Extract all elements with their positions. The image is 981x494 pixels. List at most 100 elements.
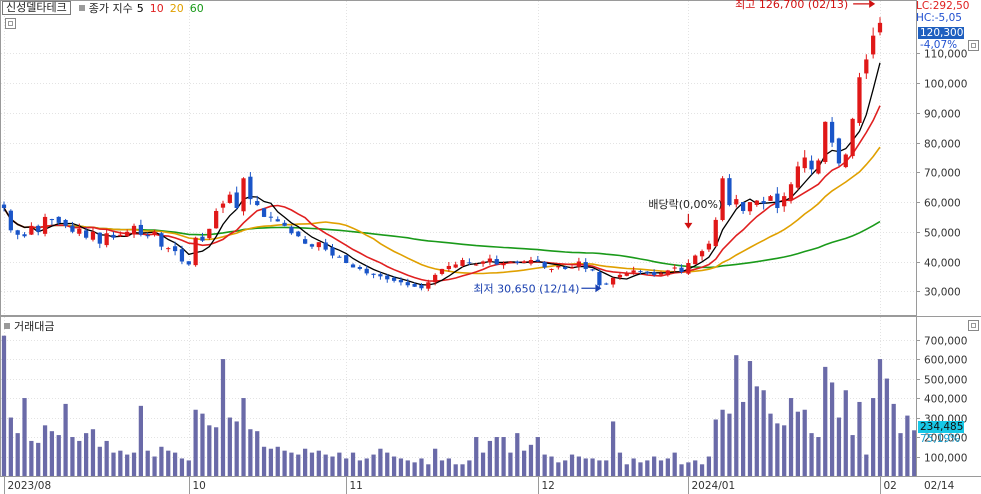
volume-bar bbox=[460, 464, 465, 476]
price-candle bbox=[159, 231, 164, 251]
price-candle bbox=[446, 262, 451, 272]
candle-body bbox=[871, 35, 876, 55]
volume-bar bbox=[138, 405, 143, 476]
price-candle bbox=[323, 238, 328, 252]
price-candle bbox=[391, 276, 397, 283]
price-candle bbox=[788, 182, 794, 204]
price-candle bbox=[631, 266, 636, 275]
volume-label[interactable]: 거래대금 bbox=[14, 320, 55, 333]
volume-bar bbox=[391, 456, 397, 476]
moving-average-lines bbox=[3, 62, 881, 286]
price-candle bbox=[706, 240, 712, 252]
price-candle bbox=[597, 269, 602, 288]
candle-body bbox=[179, 249, 185, 262]
candle-body bbox=[248, 176, 253, 200]
time-tick-label: 11 bbox=[350, 480, 363, 492]
candle-body bbox=[802, 157, 807, 169]
price-candle bbox=[63, 218, 68, 229]
candle-body bbox=[734, 199, 739, 205]
volume-bar bbox=[309, 452, 315, 476]
price-candle bbox=[172, 241, 178, 256]
low-annotation: 최저 30,650 (12/14) bbox=[473, 282, 579, 295]
price-candle bbox=[508, 261, 513, 264]
price-candle bbox=[617, 271, 623, 280]
price-candle bbox=[528, 256, 534, 266]
volume-bar bbox=[768, 413, 773, 476]
volume-bar bbox=[131, 452, 137, 476]
volume-bars bbox=[1, 335, 917, 476]
price-candle bbox=[686, 259, 691, 275]
price-candle bbox=[460, 257, 465, 268]
candle-body bbox=[658, 273, 664, 275]
price-candle bbox=[125, 229, 130, 237]
volume-bar bbox=[125, 454, 130, 476]
candle-body bbox=[118, 234, 123, 237]
candle-body bbox=[29, 225, 34, 235]
candle-body bbox=[261, 208, 267, 217]
price-panel-expand-icon[interactable] bbox=[968, 40, 979, 51]
time-tick-label: 02/14 bbox=[924, 480, 955, 492]
candle-body bbox=[515, 261, 520, 263]
candle-body bbox=[686, 262, 691, 274]
candle-body bbox=[138, 224, 143, 235]
volume-panel-expand-icon[interactable] bbox=[968, 320, 979, 331]
candle-body bbox=[303, 239, 308, 244]
volume-bar bbox=[658, 460, 664, 476]
price-candle bbox=[316, 242, 321, 251]
price-candle bbox=[569, 265, 575, 269]
candle-body bbox=[788, 184, 794, 200]
high-arrow-icon bbox=[869, 0, 876, 8]
ma-period-20[interactable]: 20 bbox=[169, 1, 184, 15]
price-candle bbox=[344, 254, 349, 264]
price-candle bbox=[309, 243, 315, 249]
candle-body bbox=[877, 22, 883, 33]
candle-body bbox=[186, 261, 191, 265]
stock-name[interactable]: 신성델타테크 bbox=[2, 1, 71, 15]
candle-body bbox=[90, 231, 96, 240]
price-candle bbox=[145, 232, 150, 239]
price-candle bbox=[131, 223, 137, 238]
candle-body bbox=[761, 201, 766, 204]
price-candle bbox=[727, 174, 732, 207]
indicator-label[interactable]: 종가 지수 bbox=[88, 2, 133, 15]
candle-body bbox=[652, 272, 657, 275]
volume-bar bbox=[556, 462, 561, 476]
volume-bar bbox=[761, 390, 766, 476]
candle-body bbox=[782, 196, 787, 207]
grid-toggle-icon[interactable] bbox=[5, 18, 16, 29]
ma-period-10[interactable]: 10 bbox=[149, 1, 164, 15]
volume-bar bbox=[323, 454, 328, 476]
volume-bar bbox=[706, 456, 712, 476]
candle-body bbox=[610, 277, 616, 285]
price-candle bbox=[104, 228, 109, 248]
volume-bar bbox=[864, 454, 869, 476]
volume-bar bbox=[159, 446, 164, 476]
candle-body bbox=[36, 225, 41, 232]
ma-period-5[interactable]: 5 bbox=[136, 1, 144, 15]
ma-period-60[interactable]: 60 bbox=[189, 1, 204, 15]
candle-body bbox=[706, 243, 712, 250]
volume-bar bbox=[275, 446, 280, 476]
price-candle bbox=[186, 261, 191, 266]
price-candle bbox=[843, 153, 848, 169]
volume-bar bbox=[111, 452, 116, 476]
price-candle bbox=[282, 220, 287, 227]
volume-bar bbox=[316, 450, 321, 476]
candle-body bbox=[604, 283, 609, 285]
price-tick-label: 80,000 bbox=[924, 139, 961, 151]
price-candle bbox=[782, 192, 787, 212]
candle-body bbox=[556, 265, 561, 268]
price-candle bbox=[268, 211, 274, 222]
volume-bar bbox=[234, 421, 239, 476]
volume-bar bbox=[255, 431, 260, 476]
candle-body bbox=[220, 203, 226, 208]
volume-bar bbox=[241, 398, 246, 476]
price-candle bbox=[713, 217, 718, 247]
volume-bar bbox=[29, 440, 34, 476]
candle-body bbox=[200, 236, 205, 241]
price-candle bbox=[15, 229, 20, 240]
volume-tick-label: 400,000 bbox=[924, 394, 967, 406]
candle-body bbox=[398, 280, 404, 283]
candle-body bbox=[720, 178, 725, 221]
price-candle bbox=[467, 258, 472, 266]
